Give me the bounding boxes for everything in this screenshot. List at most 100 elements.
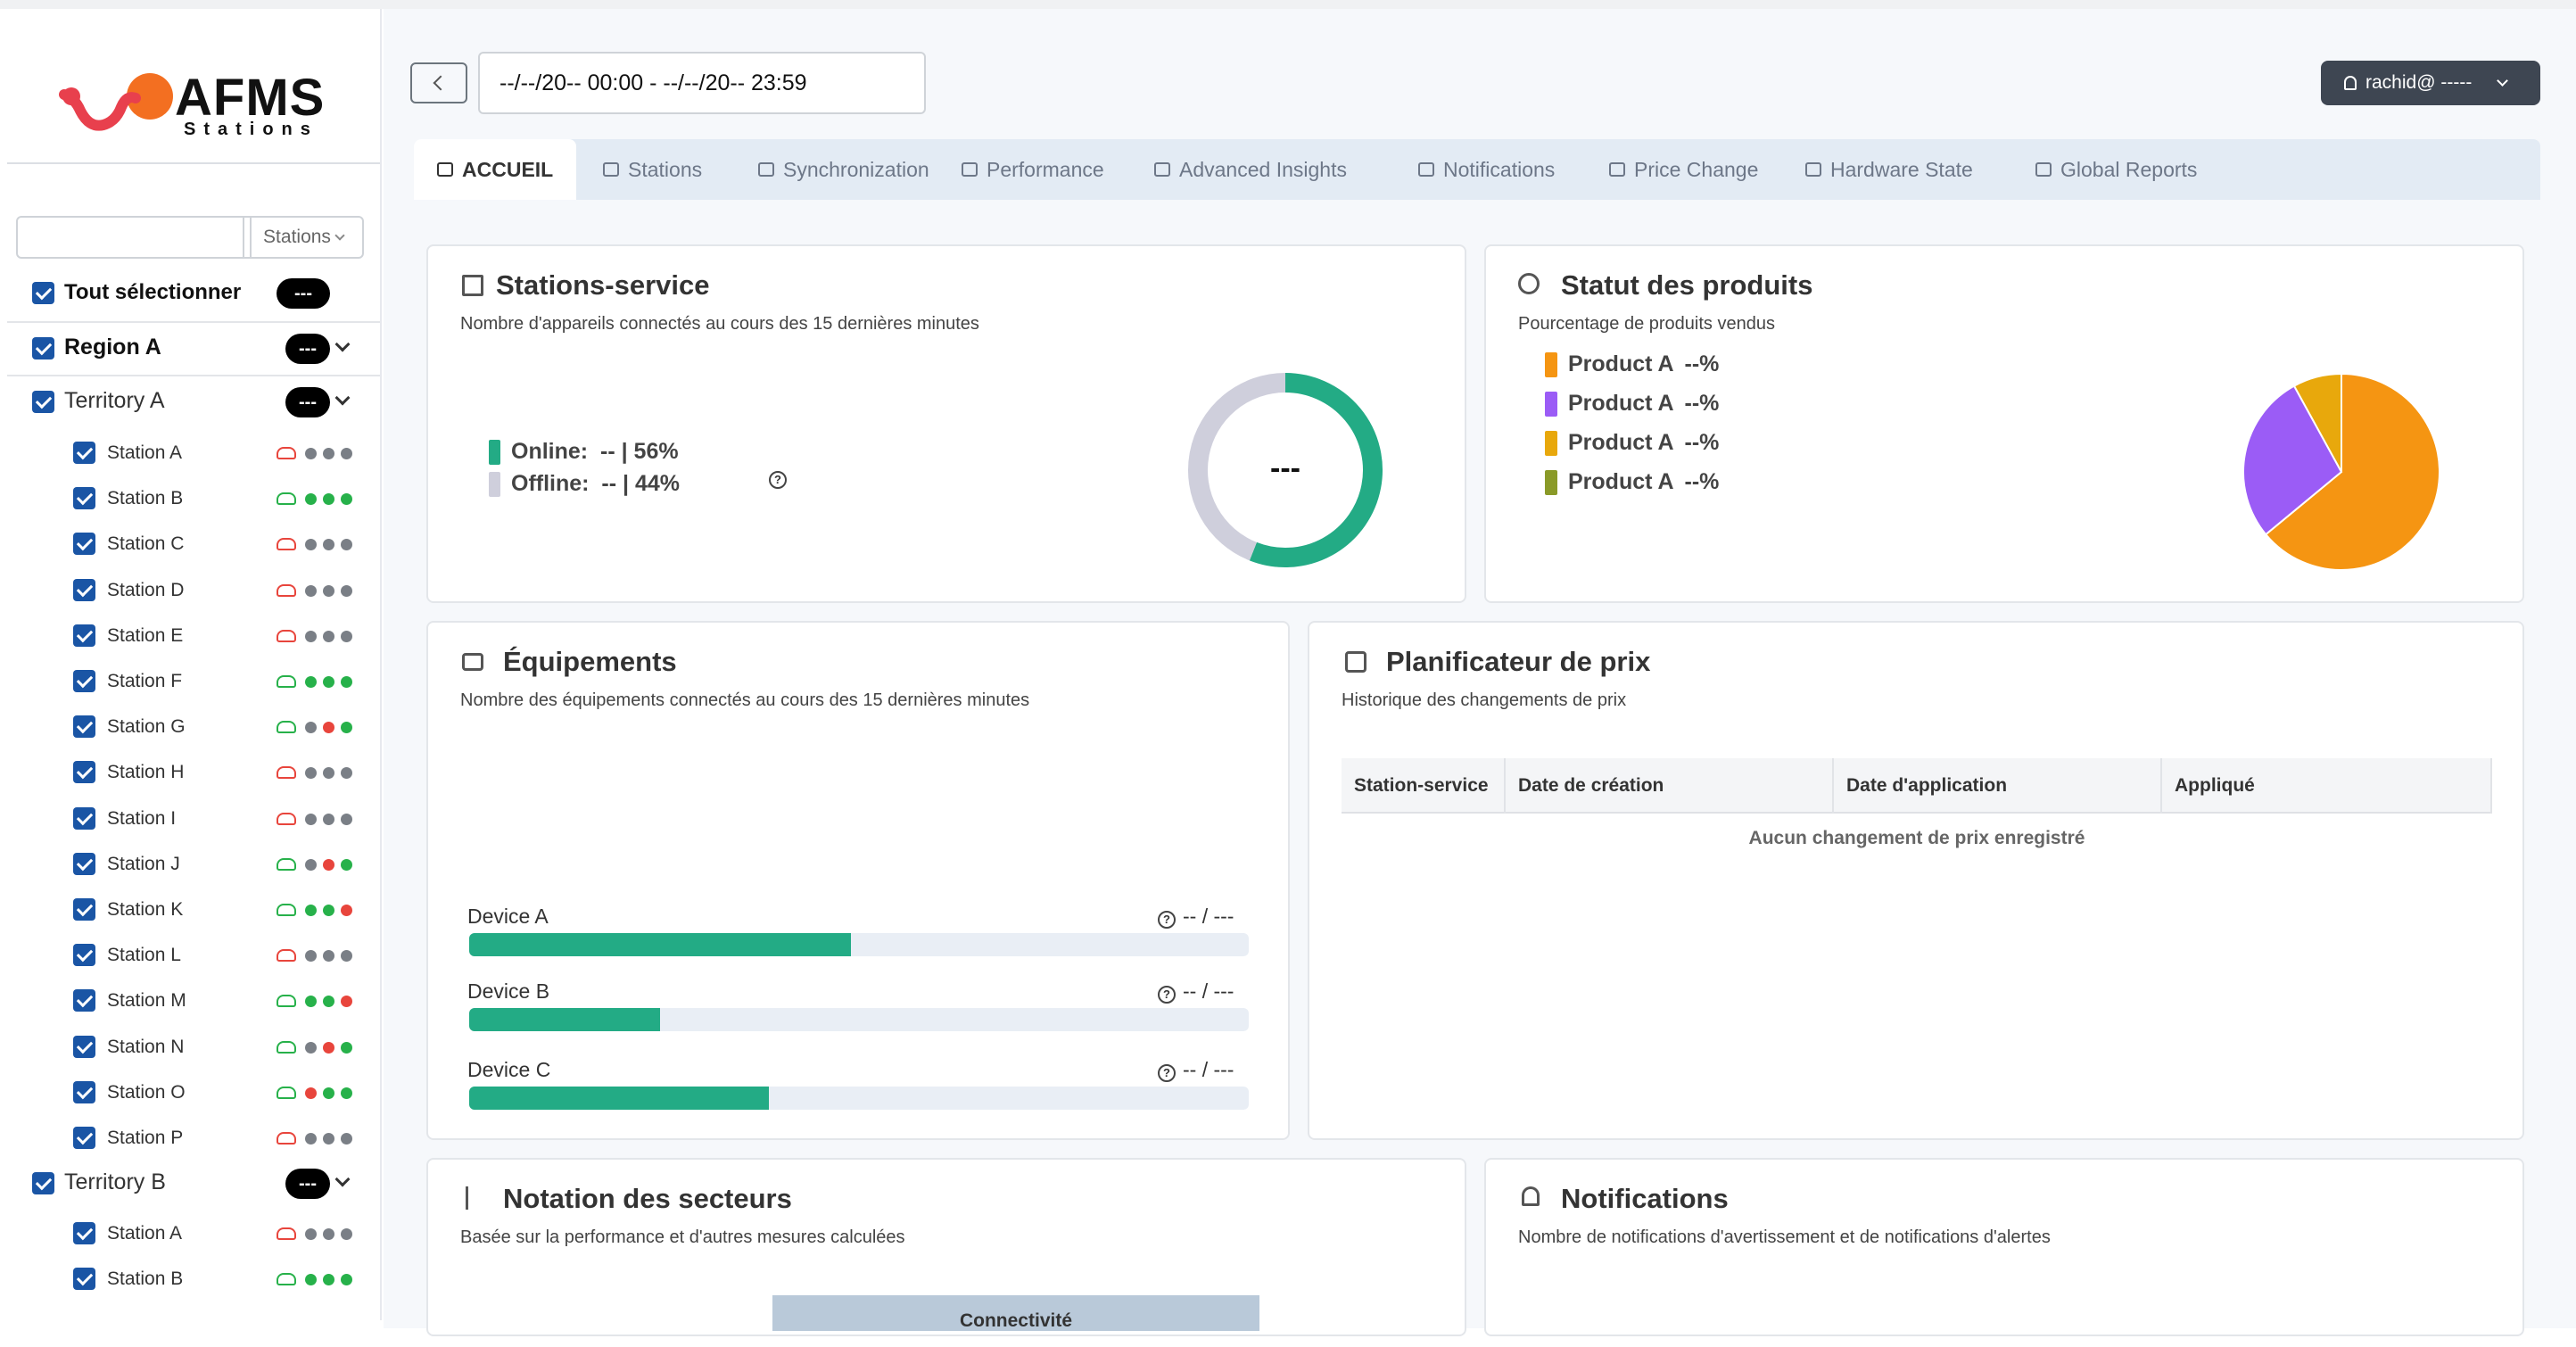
user-icon <box>2344 76 2357 90</box>
territory-b-checkbox[interactable] <box>32 1172 54 1194</box>
station-row[interactable]: Station A <box>7 435 380 471</box>
legend-swatch <box>1545 469 1557 495</box>
user-menu-button[interactable]: rachid@ ----- <box>2321 61 2540 105</box>
pie-slice[interactable] <box>2242 384 2343 536</box>
tab-stations[interactable]: Stations <box>603 139 702 200</box>
help-icon[interactable]: ? <box>1158 986 1176 1004</box>
station-row[interactable]: Station E <box>7 618 380 654</box>
station-checkbox[interactable] <box>73 533 95 556</box>
card-title: Notifications <box>1561 1183 1729 1214</box>
select-all-checkbox[interactable] <box>32 282 54 304</box>
station-name: Station O <box>107 1081 186 1103</box>
station-row[interactable]: Station B <box>7 481 380 516</box>
station-checkbox[interactable] <box>73 806 95 830</box>
tab-price-change[interactable]: Price Change <box>1609 139 1758 200</box>
card-title: Notation des secteurs <box>503 1183 792 1214</box>
station-checkbox[interactable] <box>73 989 95 1012</box>
territory-a-checkbox[interactable] <box>32 391 54 413</box>
donut-slice-online[interactable] <box>1249 373 1383 567</box>
station-row[interactable]: Station O <box>7 1075 380 1111</box>
status-dot <box>341 1087 352 1099</box>
table-header-cell[interactable]: Station-service <box>1342 758 1506 814</box>
card-subtitle: Nombre de notifications d'avertissement … <box>1518 1227 2051 1247</box>
station-row[interactable]: Station K <box>7 892 380 928</box>
tab-advanced-insights[interactable]: Advanced Insights <box>1154 139 1347 200</box>
tab-hardware-state[interactable]: Hardware State <box>1805 139 1973 200</box>
station-name: Station A <box>107 1223 183 1244</box>
chevron-down-icon[interactable] <box>334 390 351 406</box>
station-checkbox[interactable] <box>73 1127 95 1149</box>
station-checkbox[interactable] <box>73 1268 95 1291</box>
card-subtitle: Nombre des équipements connectés au cour… <box>460 690 1030 710</box>
legend-swatch <box>1545 351 1557 377</box>
donut-slice-offline[interactable] <box>1188 373 1286 561</box>
station-row[interactable]: Station C <box>7 526 380 562</box>
card-title: Planificateur de prix <box>1386 646 1651 677</box>
station-row[interactable]: Station N <box>7 1029 380 1065</box>
table-header-cell[interactable]: Date d'application <box>1834 758 2162 814</box>
station-row[interactable]: Station A <box>7 1216 380 1252</box>
status-dot <box>305 1087 317 1099</box>
status-dot <box>305 996 317 1008</box>
table-icon <box>462 275 483 296</box>
status-dot <box>323 813 334 825</box>
product-legend-item: Product A --% <box>1545 391 1719 417</box>
station-search-input[interactable] <box>16 216 252 259</box>
station-row[interactable]: Station B <box>7 1261 380 1297</box>
date-range-input[interactable]: --/--/20-- 00:00 - --/--/20-- 23:59 <box>478 52 926 114</box>
connectivity-column-header[interactable]: Connectivité <box>772 1295 1259 1331</box>
tab-label: ACCUEIL <box>462 157 554 181</box>
table-header-cell[interactable]: Appliqué <box>2162 758 2492 814</box>
station-row[interactable]: Station P <box>7 1120 380 1156</box>
logo-mark <box>59 73 173 131</box>
station-checkbox[interactable] <box>73 898 95 921</box>
station-row[interactable]: Station M <box>7 983 380 1019</box>
station-row[interactable]: Station D <box>7 573 380 608</box>
tab-performance[interactable]: Performance <box>962 139 1104 200</box>
station-row[interactable]: Station H <box>7 755 380 790</box>
help-icon[interactable]: ? <box>1158 911 1176 929</box>
status-dot <box>323 539 334 551</box>
chevron-down-icon[interactable] <box>334 1171 351 1187</box>
status-dot <box>323 996 334 1008</box>
back-button[interactable] <box>410 62 467 103</box>
station-checkbox[interactable] <box>73 1222 95 1244</box>
status-dot <box>305 584 317 597</box>
chevron-down-icon[interactable] <box>334 336 351 352</box>
station-checkbox[interactable] <box>73 624 95 647</box>
tab-accueil[interactable]: ACCUEIL <box>414 139 577 200</box>
status-dot <box>341 1133 352 1145</box>
station-row[interactable]: Station F <box>7 664 380 699</box>
station-name: Station M <box>107 990 186 1012</box>
station-row[interactable]: Station L <box>7 938 380 973</box>
station-checkbox[interactable] <box>73 761 95 784</box>
station-row[interactable]: Station I <box>7 801 380 837</box>
station-checkbox[interactable] <box>73 715 95 739</box>
station-checkbox[interactable] <box>73 578 95 601</box>
region-checkbox[interactable] <box>32 337 54 359</box>
tab-synchronization[interactable]: Synchronization <box>758 139 929 200</box>
help-icon[interactable]: ? <box>1158 1064 1176 1082</box>
tab-notifications[interactable]: Notifications <box>1418 139 1555 200</box>
offline-value: -- | 44% <box>601 471 680 496</box>
pie-slice[interactable] <box>2264 372 2440 571</box>
station-checkbox[interactable] <box>73 944 95 967</box>
pie-slice[interactable] <box>2292 372 2342 473</box>
station-row[interactable]: Station J <box>7 847 380 882</box>
tab-label: Hardware State <box>1830 157 1973 181</box>
device-progress-bar <box>469 1008 1249 1031</box>
stations-select[interactable]: Stations <box>243 216 364 259</box>
station-row[interactable]: Station G <box>7 709 380 745</box>
cloud-status-icon <box>277 1273 296 1286</box>
status-dot <box>305 1274 317 1286</box>
table-header-cell[interactable]: Date de création <box>1506 758 1834 814</box>
tab-label: Notifications <box>1443 157 1556 181</box>
station-checkbox[interactable] <box>73 1035 95 1058</box>
station-checkbox[interactable] <box>73 852 95 875</box>
station-checkbox[interactable] <box>73 487 95 510</box>
station-checkbox[interactable] <box>73 1080 95 1103</box>
tab-global-reports[interactable]: Global Reports <box>2035 139 2197 200</box>
station-checkbox[interactable] <box>73 442 95 464</box>
station-checkbox[interactable] <box>73 670 95 692</box>
help-icon[interactable]: ? <box>769 471 794 489</box>
